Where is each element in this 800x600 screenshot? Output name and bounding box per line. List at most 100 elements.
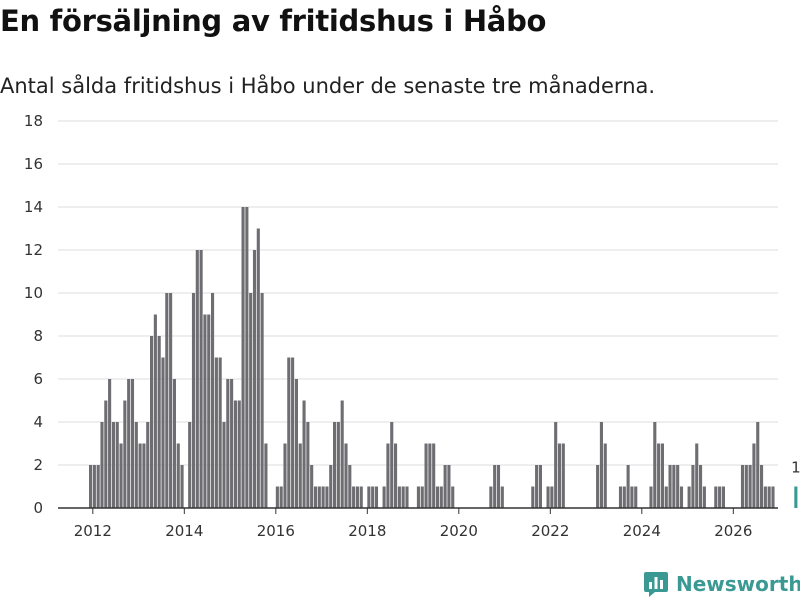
bar (618, 486, 623, 508)
bar (721, 486, 725, 508)
bar (718, 486, 722, 508)
bar-value-label: 1 (791, 459, 800, 477)
bar (664, 486, 668, 508)
bar (500, 486, 504, 508)
bar (310, 465, 314, 508)
y-tick-label: 8 (33, 327, 43, 345)
bar (691, 465, 695, 508)
y-tick-label: 2 (33, 456, 43, 474)
y-tick-label: 16 (24, 155, 43, 173)
bar (89, 465, 93, 508)
bar (96, 465, 100, 508)
bar (657, 443, 661, 508)
bar (371, 486, 375, 508)
bar (546, 486, 550, 508)
bar (550, 486, 554, 508)
bar (702, 486, 706, 508)
bar (428, 443, 432, 508)
bar (222, 422, 226, 508)
bar (748, 465, 752, 508)
bar (211, 293, 215, 508)
bar (630, 486, 634, 508)
bar (313, 486, 318, 508)
bar (115, 422, 119, 508)
bar (420, 486, 424, 508)
bar (397, 486, 401, 508)
chart-title: En försäljning av fritidshus i Håbo (0, 4, 547, 38)
bar (317, 486, 321, 508)
bar (302, 400, 306, 508)
bar (108, 379, 112, 508)
bar (172, 379, 176, 508)
bar (294, 379, 298, 508)
bar (165, 293, 169, 508)
bar (382, 486, 386, 508)
bar (104, 400, 108, 508)
bar (203, 314, 207, 508)
bar (150, 336, 154, 508)
bar (622, 486, 626, 508)
newsworthy-logo-icon (644, 571, 668, 597)
bar (367, 486, 371, 508)
bar (531, 486, 535, 508)
bar (687, 486, 691, 508)
x-tick-label: 2012 (74, 522, 112, 540)
bar (489, 486, 493, 508)
bar (756, 422, 760, 508)
bar (100, 422, 104, 508)
bar (355, 486, 359, 508)
bar (252, 250, 257, 508)
bar (260, 293, 264, 508)
bar (264, 443, 268, 508)
bar (279, 486, 283, 508)
newsworthy-brand[interactable]: Newsworthy (644, 568, 800, 600)
bar-chart: 0 2 4 6 8 10 12 14 16 18 2012 2014 2016 2018 2020 2022 2… (24, 112, 800, 540)
bar (554, 422, 558, 508)
bar (435, 486, 440, 508)
bar (123, 400, 127, 508)
bar (111, 422, 115, 508)
y-tick-label: 18 (24, 112, 43, 130)
bar (348, 465, 352, 508)
bar (352, 486, 356, 508)
bar (321, 486, 325, 508)
x-tick-label: 2026 (714, 522, 752, 540)
bar (176, 443, 180, 508)
bar (672, 465, 676, 508)
bar (119, 443, 123, 508)
bar (226, 379, 230, 508)
bar (432, 443, 436, 508)
bar (298, 443, 302, 508)
bar (188, 422, 192, 508)
bar (214, 357, 218, 508)
bar (561, 443, 565, 508)
bar (92, 465, 96, 508)
bar (218, 357, 222, 508)
bar (340, 400, 344, 508)
bar (245, 207, 249, 508)
y-tick-label: 12 (24, 241, 43, 259)
bar (653, 422, 657, 508)
bar (130, 379, 135, 508)
bar (603, 443, 607, 508)
bar (699, 465, 703, 508)
bar (195, 250, 199, 508)
x-tick-label: 2020 (440, 522, 478, 540)
bar (496, 465, 501, 508)
bar (714, 486, 718, 508)
bar (760, 465, 764, 508)
bar (405, 486, 409, 508)
bar (157, 336, 161, 508)
brand-name: Newsworthy (676, 572, 800, 596)
bar (374, 486, 379, 508)
chart-subtitle: Antal sålda fritidshus i Håbo under de s… (0, 74, 656, 98)
bar (127, 379, 131, 508)
y-tick-label: 0 (33, 499, 43, 517)
bar (679, 486, 684, 508)
bar (230, 379, 234, 508)
bar (336, 422, 340, 508)
bar (424, 443, 428, 508)
bar (241, 207, 245, 508)
bar (439, 486, 443, 508)
bar (676, 465, 680, 508)
